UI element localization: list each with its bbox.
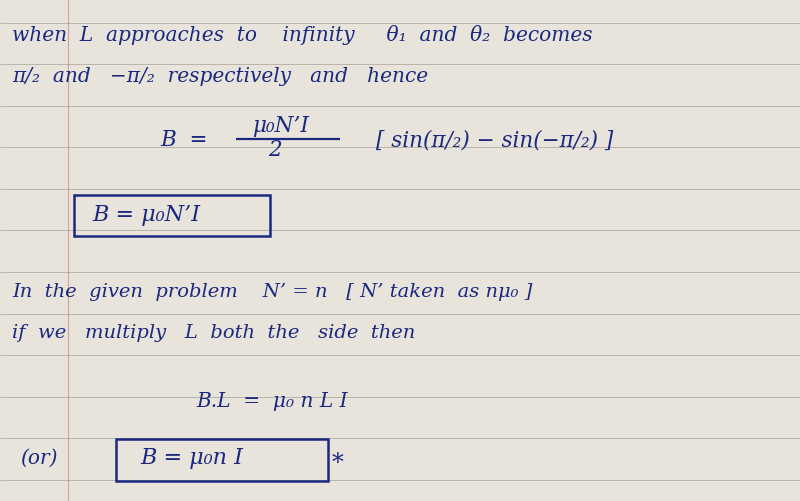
Bar: [74, 195, 270, 236]
Text: In  the  given  problem    N’ = n   [ N’ taken  as nμ₀ ]: In the given problem N’ = n [ N’ taken a…: [12, 283, 532, 301]
Text: μ₀N’I: μ₀N’I: [252, 115, 309, 137]
Text: 2: 2: [268, 139, 282, 161]
Bar: [116, 439, 328, 481]
Text: *: *: [332, 452, 344, 475]
Text: B  =: B =: [160, 129, 207, 151]
Text: if  we   multiply   L  both  the   side  then: if we multiply L both the side then: [12, 324, 415, 342]
Text: B = μ₀n I: B = μ₀n I: [140, 447, 243, 469]
Text: [ sin(π/₂) − sin(−π/₂) ]: [ sin(π/₂) − sin(−π/₂) ]: [376, 129, 614, 151]
Text: (or): (or): [20, 449, 58, 468]
Text: when  L  approaches  to    infinity     θ₁  and  θ₂  becomes: when L approaches to infinity θ₁ and θ₂ …: [12, 25, 593, 45]
Text: B.L  =  μ₀ n L I: B.L = μ₀ n L I: [196, 392, 348, 411]
Text: π/₂  and   −π/₂  respectively   and   hence: π/₂ and −π/₂ respectively and hence: [12, 67, 428, 86]
Text: B = μ₀N’I: B = μ₀N’I: [92, 204, 200, 226]
